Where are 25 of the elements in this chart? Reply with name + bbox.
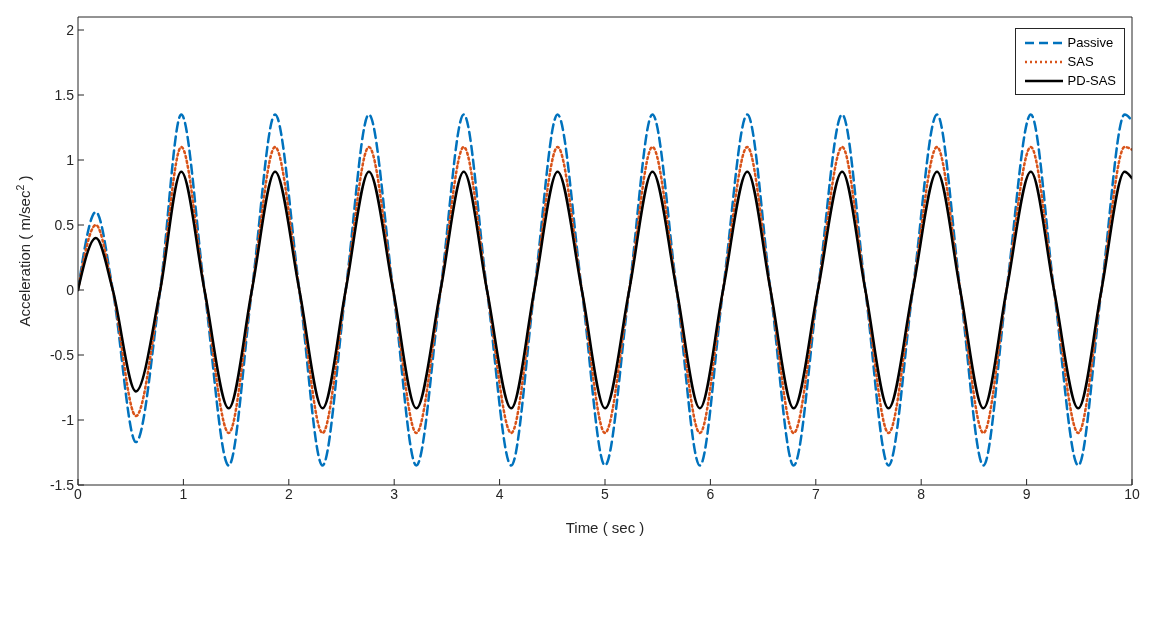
x-tick-label: 9 (1022, 485, 1031, 502)
line-series (78, 113, 1132, 467)
x-tick-label: 6 (706, 485, 715, 502)
y-tick-label: 0 (66, 281, 75, 298)
y-tick-label: 2 (66, 21, 75, 38)
x-tick-label: 1 (179, 485, 188, 502)
x-tick-label: 5 (601, 485, 610, 502)
y-tick-label: -1.5 (49, 476, 75, 493)
x-tick-label: 7 (811, 485, 820, 502)
x-tick-label: 8 (917, 485, 926, 502)
x-axis-title: Time ( sec ) (565, 519, 645, 536)
y-tick-label: 0.5 (54, 216, 75, 233)
y-tick-label: 1.5 (54, 86, 75, 103)
x-tick-label: 2 (284, 485, 293, 502)
y-tick-label: 1 (66, 151, 75, 168)
x-tick-label: 4 (495, 485, 504, 502)
x-tick-label: 3 (390, 485, 399, 502)
x-tick-label: 10 (1124, 485, 1140, 502)
legend-label: Passive (1067, 34, 1114, 52)
line-series (78, 145, 1132, 435)
legend-label: SAS (1067, 53, 1094, 71)
line-series (78, 170, 1132, 410)
y-tick-label: -0.5 (49, 346, 75, 363)
legend-label: PD-SAS (1067, 72, 1116, 90)
y-tick-label: -1 (61, 411, 75, 428)
